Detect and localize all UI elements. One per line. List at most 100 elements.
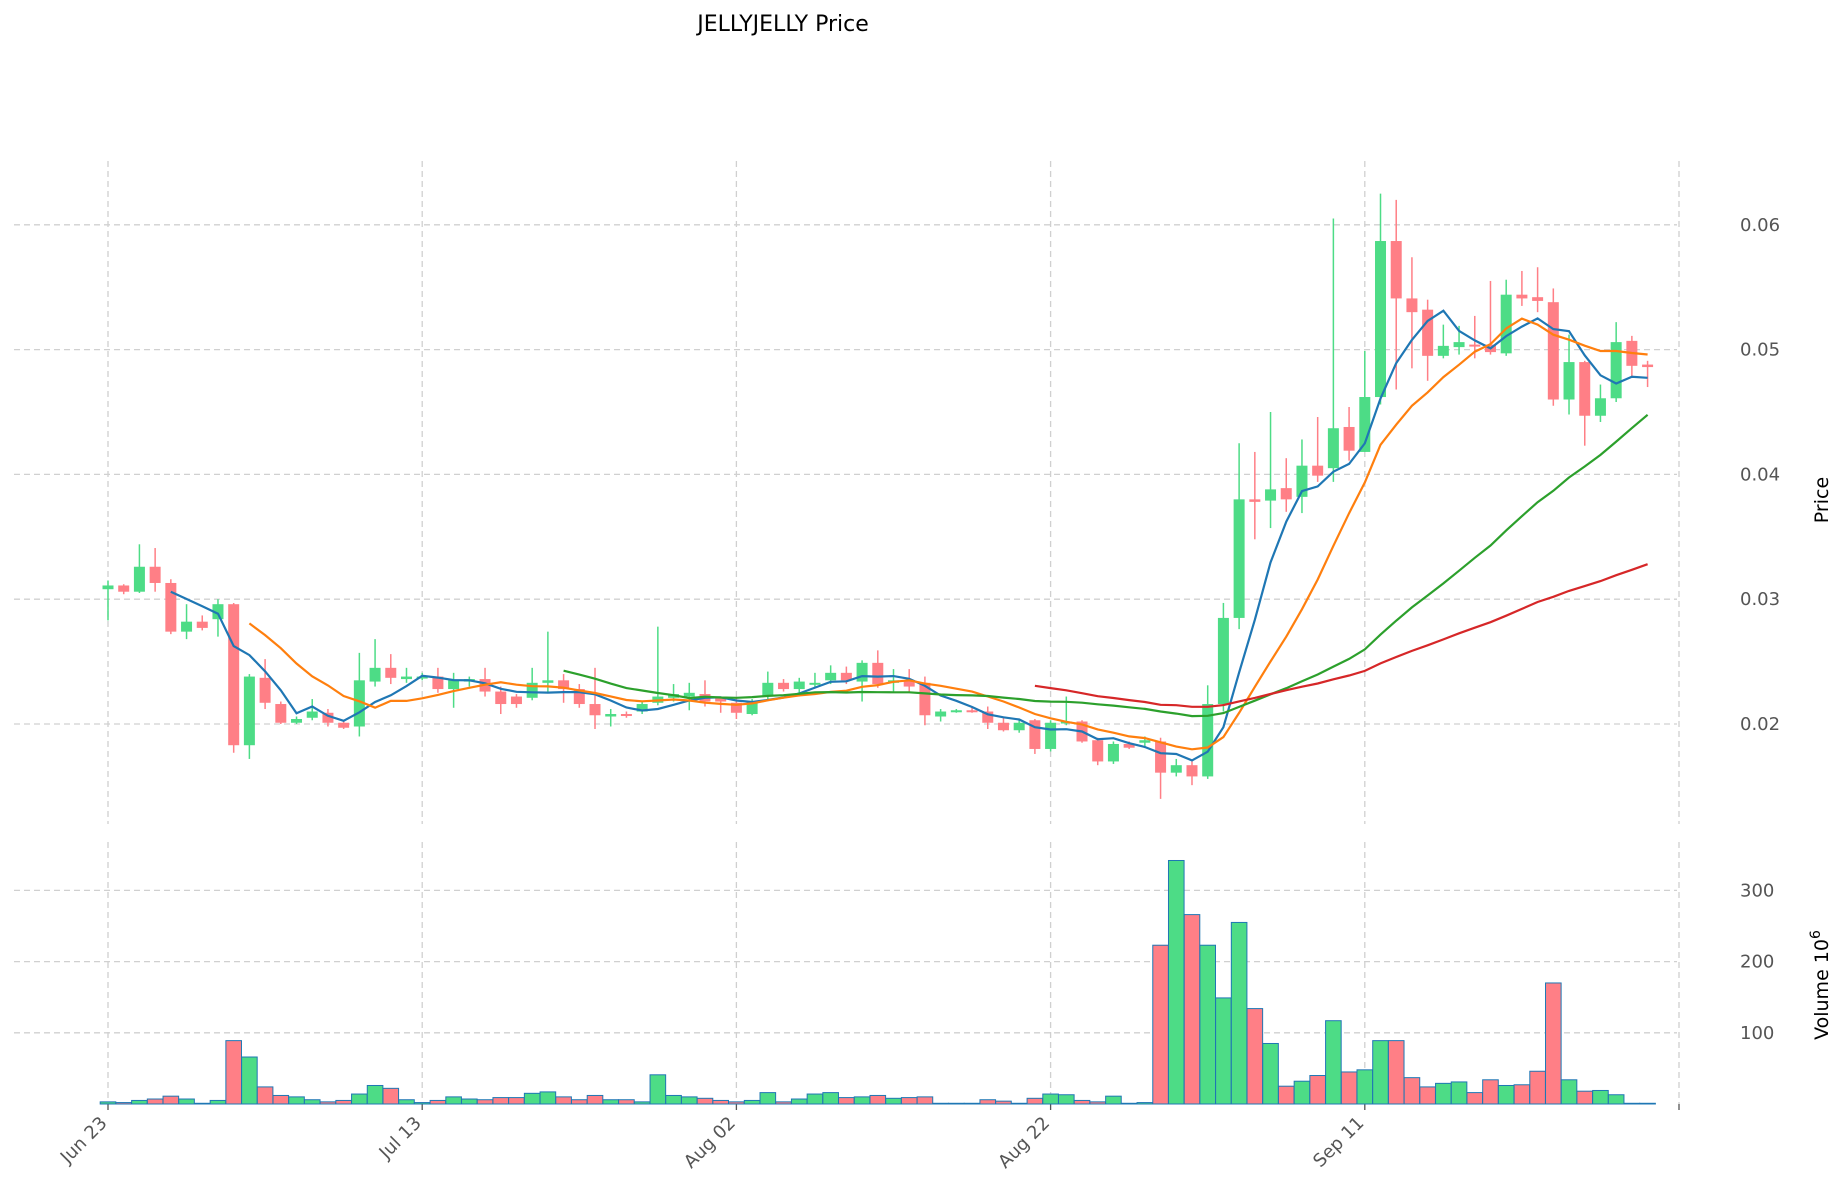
volume-bar bbox=[1199, 944, 1217, 1105]
volume-bar bbox=[523, 1092, 541, 1105]
candle bbox=[542, 631, 554, 693]
price-tick-label: 0.05 bbox=[1740, 340, 1780, 361]
candle bbox=[432, 667, 444, 693]
volume-bar bbox=[99, 1101, 117, 1105]
volume-bar bbox=[1466, 1092, 1484, 1105]
volume-bar bbox=[1545, 982, 1562, 1105]
candle bbox=[526, 667, 538, 701]
candle bbox=[1626, 335, 1638, 378]
candle bbox=[165, 579, 177, 635]
candle-body bbox=[228, 604, 240, 746]
volume-bar bbox=[1262, 1042, 1279, 1105]
volume-bar bbox=[366, 1084, 384, 1105]
candle-body bbox=[1233, 499, 1245, 618]
candle-body bbox=[196, 621, 208, 628]
candle-body bbox=[1594, 398, 1606, 416]
volume-bar bbox=[319, 1101, 337, 1105]
volume-bar bbox=[963, 1102, 981, 1105]
candle bbox=[620, 711, 632, 718]
candle-body bbox=[1469, 344, 1481, 347]
candle-body bbox=[966, 710, 978, 713]
candle bbox=[291, 716, 303, 724]
volume-bar bbox=[900, 1097, 918, 1105]
volume-bar bbox=[948, 1102, 965, 1105]
volume-bar bbox=[571, 1099, 588, 1105]
volume-bar bbox=[178, 1098, 195, 1105]
volume-bar bbox=[633, 1101, 651, 1105]
candle-body bbox=[903, 680, 915, 687]
candle-body bbox=[573, 689, 585, 705]
candle-body bbox=[1453, 342, 1465, 348]
volume-bar bbox=[146, 1098, 164, 1105]
candle-body bbox=[133, 566, 145, 592]
candle bbox=[1610, 322, 1622, 403]
volume-bar bbox=[1183, 914, 1201, 1105]
volume-bar bbox=[241, 1056, 258, 1105]
candle bbox=[1092, 737, 1104, 766]
volume-bar bbox=[838, 1097, 855, 1105]
volume-bar bbox=[728, 1101, 745, 1105]
volume-bar bbox=[476, 1099, 494, 1105]
candle-body bbox=[1170, 765, 1182, 773]
moving-average-line-60 bbox=[1034, 563, 1648, 708]
volume-bar bbox=[209, 1099, 227, 1105]
candle-body bbox=[1642, 364, 1654, 368]
volume-bar bbox=[869, 1094, 887, 1105]
volume-bar bbox=[1450, 1081, 1468, 1105]
moving-average-line-30 bbox=[563, 413, 1649, 718]
candle-body bbox=[243, 676, 255, 746]
volume-bar bbox=[680, 1096, 698, 1105]
candle-body bbox=[1296, 465, 1308, 497]
volume-bar bbox=[696, 1097, 714, 1105]
candle-body bbox=[1312, 465, 1324, 476]
candle bbox=[118, 584, 130, 595]
candle-body bbox=[1280, 488, 1292, 500]
candle-body bbox=[793, 681, 805, 690]
candle-body bbox=[322, 712, 334, 723]
candle bbox=[181, 604, 193, 640]
moving-average-line-10 bbox=[248, 317, 1648, 751]
price-tick-label: 0.04 bbox=[1740, 464, 1780, 485]
candle bbox=[1249, 451, 1261, 540]
candle-body bbox=[510, 696, 522, 705]
volume-bar bbox=[743, 1099, 761, 1105]
volume-bar bbox=[351, 1093, 368, 1105]
date-tick-label: Aug 22 bbox=[994, 1113, 1054, 1173]
volume-bar bbox=[1167, 859, 1185, 1105]
volume-bar bbox=[272, 1094, 290, 1105]
volume-bar bbox=[1560, 1079, 1578, 1105]
candle bbox=[888, 669, 899, 692]
candle-body bbox=[872, 662, 884, 685]
volume-bar bbox=[1120, 1102, 1138, 1105]
volume-bar bbox=[115, 1102, 133, 1105]
candle-body bbox=[683, 692, 695, 697]
volume-bar bbox=[1356, 1069, 1374, 1105]
candle bbox=[1343, 407, 1355, 461]
candle-body bbox=[1579, 362, 1591, 416]
candle bbox=[1642, 360, 1654, 388]
volume-bar bbox=[1529, 1070, 1546, 1105]
candle bbox=[228, 602, 240, 753]
volume-bar bbox=[303, 1099, 321, 1105]
volume-bar bbox=[1435, 1082, 1452, 1105]
volume-bar bbox=[1372, 1040, 1389, 1105]
volume-axis-label: Volume 106 bbox=[1808, 930, 1833, 1040]
candle-body bbox=[1217, 617, 1229, 705]
candle bbox=[259, 659, 271, 710]
volume-bar bbox=[790, 1098, 808, 1105]
date-tick-label: Aug 02 bbox=[680, 1113, 740, 1173]
candle bbox=[1579, 360, 1591, 446]
candle-body bbox=[1186, 765, 1198, 777]
candle bbox=[1029, 719, 1041, 754]
candle bbox=[1594, 384, 1606, 422]
candle-body bbox=[1029, 720, 1041, 749]
candle-body bbox=[1375, 241, 1387, 398]
volume-bar bbox=[602, 1099, 620, 1105]
candle-body bbox=[542, 680, 554, 683]
volume-bar bbox=[1105, 1095, 1122, 1105]
volume-bar bbox=[1277, 1085, 1295, 1105]
volume-bar bbox=[555, 1096, 572, 1105]
candle bbox=[683, 682, 695, 711]
candle bbox=[196, 615, 208, 631]
volume-bar bbox=[1152, 944, 1169, 1105]
